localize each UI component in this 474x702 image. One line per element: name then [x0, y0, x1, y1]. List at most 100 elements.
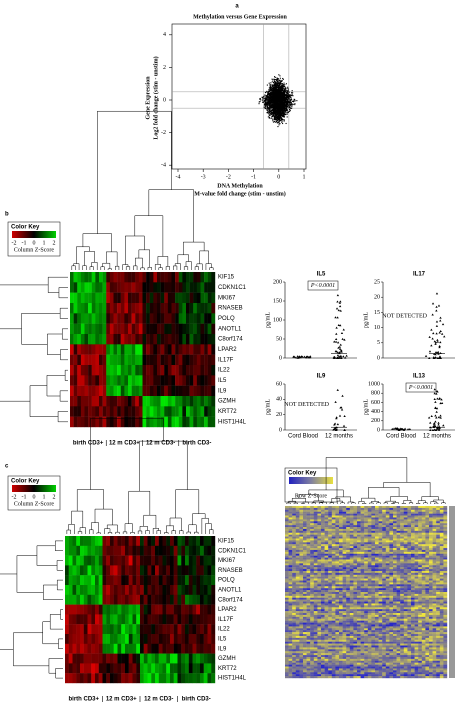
branch [313, 500, 324, 503]
cell [167, 354, 172, 366]
point [279, 83, 281, 85]
color-key-frame [7, 221, 61, 257]
point [276, 121, 278, 123]
dot [339, 354, 343, 357]
point [271, 109, 273, 111]
cell [167, 406, 172, 417]
cell [120, 416, 125, 428]
point [287, 87, 289, 89]
cell [393, 528, 397, 532]
cell [124, 365, 129, 376]
branch [76, 246, 90, 264]
point [273, 96, 275, 99]
cell [211, 545, 216, 556]
point [289, 107, 291, 109]
cell [72, 565, 77, 576]
cell [121, 585, 126, 595]
cell [132, 604, 137, 615]
point [282, 104, 284, 106]
cell [328, 515, 332, 518]
point [283, 106, 285, 108]
cell [288, 517, 293, 520]
cell [371, 515, 376, 518]
point [294, 98, 296, 101]
cell [157, 272, 161, 283]
point [272, 89, 274, 91]
cell [142, 303, 147, 314]
branch [91, 262, 98, 270]
cell [146, 323, 150, 335]
cell [109, 323, 114, 335]
cell [106, 653, 111, 664]
cell [285, 527, 289, 530]
point [278, 94, 280, 96]
cell [113, 396, 118, 407]
cell [182, 334, 187, 345]
cell [158, 653, 163, 664]
point [282, 105, 284, 107]
point [278, 112, 280, 115]
point [278, 112, 280, 114]
dot [335, 307, 339, 310]
point [267, 97, 269, 99]
cell [346, 513, 350, 516]
cell [357, 528, 361, 532]
cell [128, 643, 133, 654]
cell [87, 604, 92, 615]
cell [432, 513, 437, 516]
cell [72, 594, 77, 605]
dot [343, 338, 346, 341]
cell [155, 555, 159, 566]
cell [193, 396, 198, 407]
cell [400, 519, 404, 522]
point [288, 107, 290, 109]
cell [175, 385, 179, 397]
cell [136, 575, 141, 586]
cell [109, 282, 114, 293]
cell [173, 565, 178, 576]
point [275, 108, 277, 110]
cell [367, 521, 372, 524]
row-label: POLQ [218, 316, 235, 322]
cell [175, 323, 179, 335]
point [287, 101, 289, 103]
y-tick-label: 15 [374, 310, 380, 316]
cell [143, 643, 148, 654]
cell [143, 663, 148, 674]
cell [396, 525, 401, 528]
cell [211, 406, 216, 417]
cell [436, 527, 440, 530]
point [290, 95, 292, 97]
cell [310, 521, 314, 524]
cell [196, 536, 201, 546]
point [284, 88, 286, 90]
cell [335, 527, 340, 530]
color-key-tick: -2 [12, 494, 17, 500]
y-tick-label: 400 [371, 409, 380, 415]
cell [76, 634, 81, 644]
point [290, 102, 292, 104]
branch [156, 530, 161, 534]
cell [106, 385, 111, 397]
cell [76, 594, 81, 605]
cell [371, 525, 376, 528]
point [270, 95, 272, 97]
point [276, 77, 278, 80]
cell [182, 406, 187, 417]
branch [173, 265, 178, 270]
dot [344, 356, 347, 359]
point [286, 102, 288, 104]
cell [170, 604, 174, 615]
cell [171, 344, 176, 355]
point [274, 117, 276, 119]
cell [425, 527, 430, 530]
point [271, 88, 273, 90]
cell [211, 565, 216, 576]
point [291, 100, 294, 102]
cell [143, 673, 148, 684]
cell [349, 525, 354, 528]
point [270, 103, 272, 105]
cell [99, 375, 103, 386]
cell [158, 624, 163, 635]
row-label: IL5 [218, 636, 227, 642]
